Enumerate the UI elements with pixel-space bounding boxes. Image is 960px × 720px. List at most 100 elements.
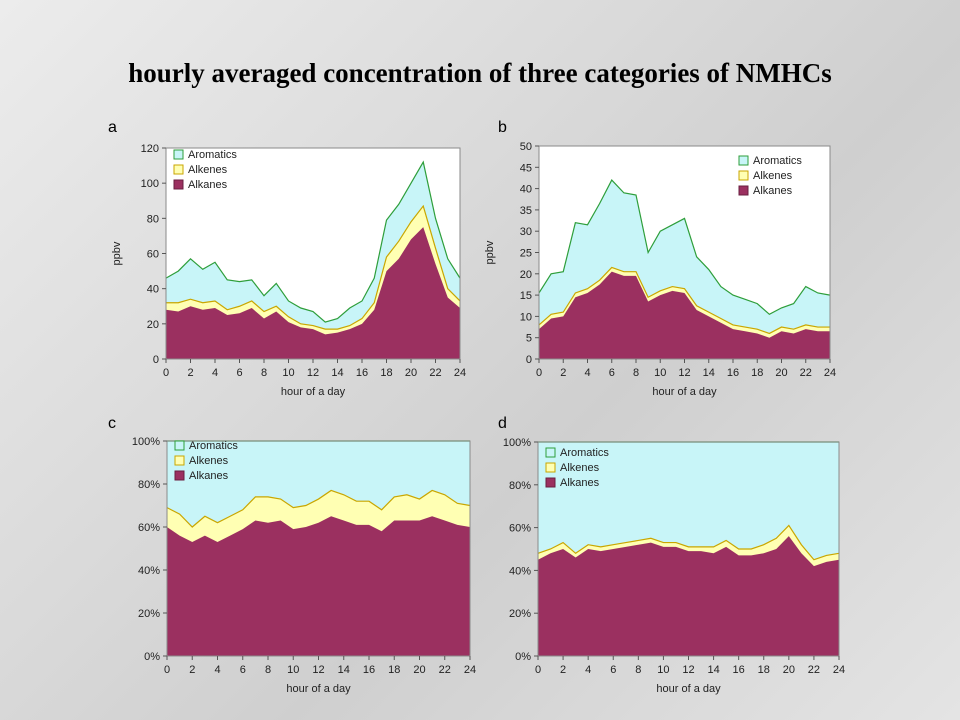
legend-swatch-alkenes — [173, 164, 184, 175]
y-axis-label: ppbv — [484, 240, 496, 264]
y-tick-label: 20% — [509, 608, 531, 620]
x-tick-label: 8 — [635, 664, 641, 676]
x-tick-label: 0 — [535, 664, 541, 676]
legend-label-alkanes: Alkanes — [560, 477, 600, 489]
x-tick-label: 4 — [585, 664, 591, 676]
x-tick-label: 2 — [189, 664, 195, 676]
panel-label-c: c — [108, 415, 116, 432]
x-tick-label: 22 — [429, 367, 441, 379]
legend-swatch-aromatics — [738, 155, 749, 166]
x-tick-label: 16 — [733, 664, 745, 676]
x-tick-label: 12 — [682, 664, 694, 676]
y-tick-label: 0% — [515, 651, 531, 663]
y-tick-label: 100% — [132, 436, 160, 448]
y-tick-label: 40 — [520, 184, 532, 196]
y-tick-label: 80% — [509, 480, 531, 492]
legend-swatch-alkenes — [738, 170, 749, 181]
x-tick-label: 18 — [758, 664, 770, 676]
y-tick-label: 0% — [144, 651, 160, 663]
x-tick-label: 14 — [338, 664, 350, 676]
legend-label-alkanes: Alkanes — [753, 185, 793, 197]
x-tick-label: 8 — [261, 367, 267, 379]
x-tick-label: 16 — [356, 367, 368, 379]
legend-swatch-alkanes — [545, 477, 556, 488]
x-axis-label: hour of a day — [286, 683, 351, 695]
area-alkanes — [538, 536, 839, 656]
legend-label-aromatics: Aromatics — [189, 440, 238, 452]
x-tick-label: 20 — [413, 664, 425, 676]
x-tick-label: 20 — [775, 367, 787, 379]
legend-label-aromatics: Aromatics — [560, 447, 609, 459]
x-tick-label: 18 — [388, 664, 400, 676]
y-tick-label: 80% — [138, 479, 160, 491]
y-tick-label: 30 — [520, 226, 532, 238]
legend-label-alkenes: Alkenes — [188, 164, 228, 176]
area-alkanes — [166, 227, 460, 359]
panel-label-b: b — [498, 119, 507, 136]
y-tick-label: 20 — [520, 269, 532, 281]
line-alkenes — [166, 489, 471, 528]
x-tick-label: 0 — [164, 664, 170, 676]
x-axis-label: hour of a day — [281, 386, 346, 398]
legend-label-alkanes: Alkanes — [188, 179, 228, 191]
legend-label-alkenes: Alkenes — [189, 455, 229, 467]
x-tick-label: 14 — [707, 664, 719, 676]
x-tick-label: 16 — [363, 664, 375, 676]
x-tick-label: 6 — [236, 367, 242, 379]
x-tick-label: 0 — [163, 367, 169, 379]
x-tick-label: 2 — [560, 664, 566, 676]
x-axis-label: hour of a day — [656, 683, 721, 695]
x-tick-label: 4 — [214, 664, 220, 676]
legend: Aromatics Alkenes Alkanes — [545, 447, 609, 489]
legend-swatch-alkenes — [545, 462, 556, 473]
x-tick-label: 2 — [187, 367, 193, 379]
x-tick-label: 18 — [380, 367, 392, 379]
x-tick-label: 14 — [331, 367, 343, 379]
chart-d-svg: d0%20%40%60%80%100%0 2 4 6 8 10 12 14 16 18 20 22 24… — [498, 415, 845, 695]
x-tick-label: 20 — [405, 367, 417, 379]
y-tick-label: 40% — [509, 565, 531, 577]
legend: Aromatics Alkenes Alkanes — [174, 440, 238, 482]
y-tick-label: 40% — [138, 565, 160, 577]
x-tick-label: 22 — [808, 664, 820, 676]
line-alkenes — [166, 204, 461, 330]
area-alkanes — [539, 271, 830, 359]
line-aromatics — [538, 179, 831, 315]
y-tick-label: 15 — [520, 290, 532, 302]
legend-swatch-alkanes — [173, 179, 184, 190]
legend-swatch-alkanes — [174, 470, 185, 481]
legend-swatch-aromatics — [173, 149, 184, 160]
legend: Aromatics Alkenes Alkanes — [738, 155, 802, 197]
slide-title: hourly averaged concentration of three c… — [128, 58, 832, 88]
x-tick-label: 24 — [464, 664, 476, 676]
x-tick-label: 8 — [633, 367, 639, 379]
x-tick-label: 2 — [560, 367, 566, 379]
y-axis-label: ppbv — [111, 241, 123, 265]
chart-panel-c: c 0% 20% 40% 60% 80% 100% 0 2 4 6 8 10 12 14 16 18 20 22 24… — [90, 408, 485, 708]
x-tick-label: 6 — [240, 664, 246, 676]
x-tick-label: 10 — [287, 664, 299, 676]
chart-panel-b: b 0 5 10 15 20 25 30 35 40 45 50 0 2 4 6 8 10 12 14 16 18 20 22… — [480, 112, 860, 407]
x-tick-label: 0 — [536, 367, 542, 379]
legend-swatch-aromatics — [174, 440, 185, 451]
x-tick-label: 20 — [783, 664, 795, 676]
y-tick-label: 0 — [526, 354, 532, 366]
x-tick-label: 10 — [657, 664, 669, 676]
x-tick-label: 24 — [833, 664, 845, 676]
legend-label-alkanes: Alkanes — [189, 470, 229, 482]
y-tick-label: 40 — [147, 284, 159, 296]
x-axis-label: hour of a day — [652, 386, 717, 398]
line-alkenes — [538, 266, 830, 335]
y-tick-label: 45 — [520, 162, 532, 174]
x-tick-label: 18 — [751, 367, 763, 379]
area-alkanes — [167, 516, 470, 656]
y-tick-label: 20% — [138, 608, 160, 620]
y-tick-label: 0 — [153, 354, 159, 366]
y-tick-label: 10 — [520, 311, 532, 323]
y-tick-label: 50 — [520, 141, 532, 153]
legend-label-alkenes: Alkenes — [560, 462, 600, 474]
x-tick-label: 24 — [824, 367, 836, 379]
y-tick-label: 80 — [147, 213, 159, 225]
y-tick-label: 100 — [141, 178, 159, 190]
y-tick-label: 60% — [509, 523, 531, 535]
